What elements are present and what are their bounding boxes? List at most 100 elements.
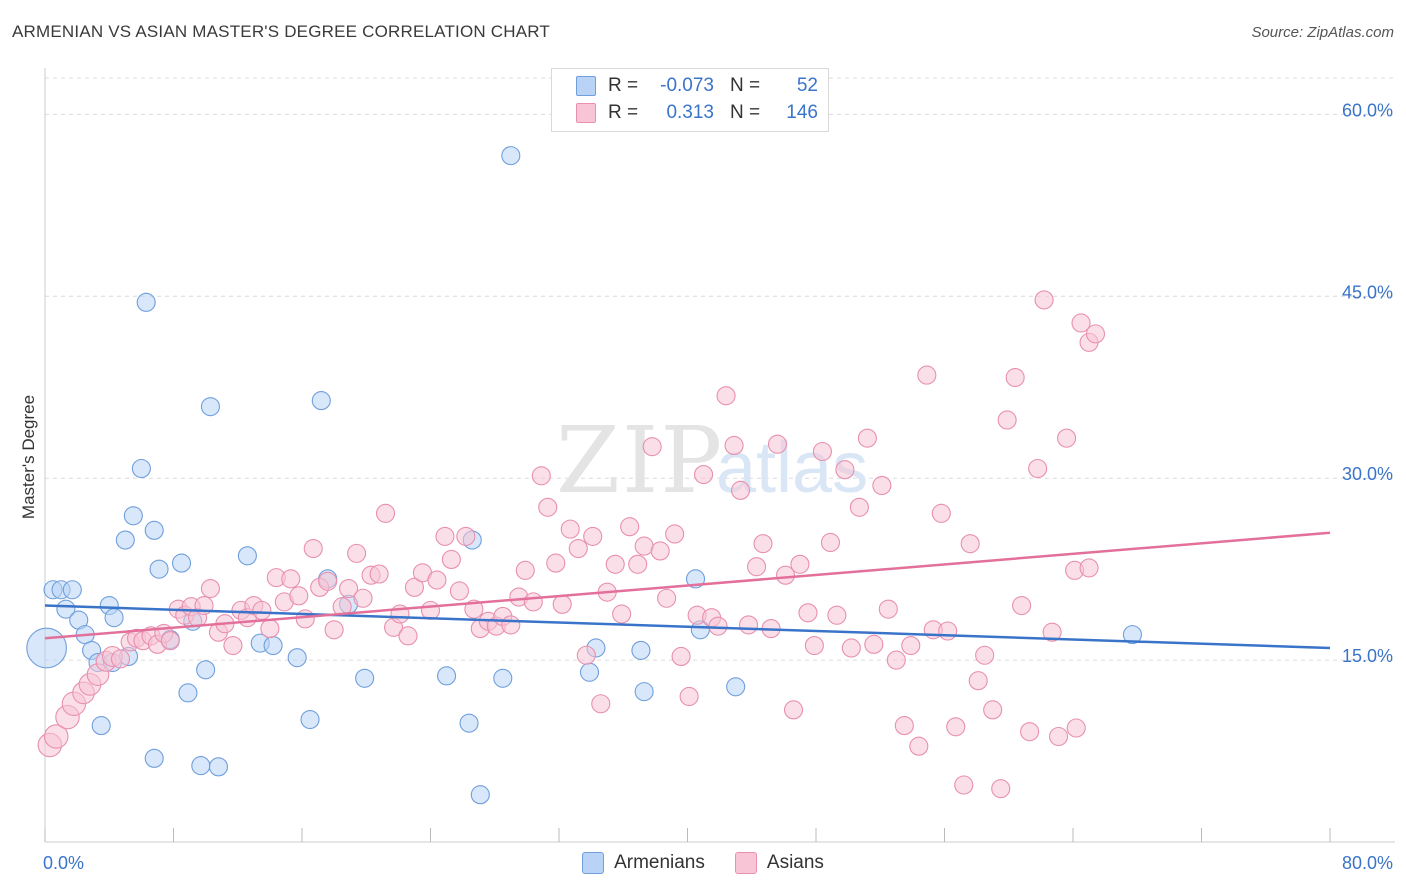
asian-point <box>812 441 832 462</box>
armenian-point <box>91 716 111 736</box>
armenians-trend-line <box>44 604 1331 650</box>
armenian-point <box>144 520 164 540</box>
armenian-point <box>300 709 320 730</box>
asian-point <box>281 569 301 589</box>
asian-point <box>289 586 309 606</box>
asian-point <box>318 571 338 591</box>
asian-point <box>324 620 344 640</box>
asian-point <box>917 365 937 385</box>
source-credit: Source: ZipAtlas.com <box>1251 24 1394 41</box>
armenian-point <box>178 683 198 703</box>
asian-point <box>864 634 884 654</box>
asian-point <box>420 600 441 620</box>
armenians-swatch-icon <box>582 852 605 874</box>
legend-n-value: 146 <box>786 102 818 123</box>
asian-point <box>798 603 818 623</box>
legend-r-value: 0.313 <box>666 102 714 123</box>
asian-point <box>1066 718 1086 738</box>
asian-point <box>560 519 580 539</box>
y-tick-label: 30.0% <box>1342 464 1393 484</box>
legend-label-armenians: Armenians <box>614 852 705 873</box>
armenian-point <box>171 553 192 573</box>
asian-point <box>730 480 751 500</box>
legend-n-label: N = <box>730 102 761 123</box>
asian-point <box>552 594 572 614</box>
asian-point <box>223 635 243 656</box>
asian-point <box>339 578 359 599</box>
y-tick-label: 15.0% <box>1342 646 1393 666</box>
asian-point <box>642 437 662 457</box>
asian-point <box>1057 428 1077 448</box>
asian-point <box>441 549 461 569</box>
asian-point <box>872 475 892 496</box>
armenian-point <box>144 748 164 768</box>
legend-row-armenians: R = -0.073 N = 52 <box>576 75 818 97</box>
asian-point <box>353 588 373 608</box>
armenian-point <box>501 146 521 166</box>
asian-point <box>628 554 648 574</box>
asian-point <box>753 534 773 554</box>
legend-r-label: R = <box>608 102 639 123</box>
asian-point <box>790 554 810 574</box>
armenian-point <box>631 640 651 660</box>
armenian-point <box>1122 625 1142 645</box>
asian-point <box>1042 622 1062 642</box>
asian-point <box>960 534 980 554</box>
asian-point <box>767 434 788 454</box>
armenian-point <box>208 757 229 777</box>
asian-point <box>804 635 824 656</box>
series-legend: Armenians Asians <box>0 852 1406 874</box>
watermark-zip: ZIP <box>556 407 724 514</box>
armenian-point <box>196 660 216 680</box>
asian-point <box>694 465 714 485</box>
asian-point <box>295 609 315 629</box>
asian-point <box>841 638 861 658</box>
legend-item-asians[interactable]: Asians <box>734 852 824 874</box>
asian-point <box>620 517 640 537</box>
asians-trend-line <box>44 531 1331 640</box>
asian-point <box>1085 324 1106 344</box>
asian-point <box>975 645 995 665</box>
armenian-point <box>437 666 457 686</box>
armenian-point <box>634 682 654 702</box>
asian-point <box>1020 722 1040 742</box>
asian-point <box>1071 313 1091 333</box>
y-tick-label: 60.0% <box>1342 100 1393 120</box>
asian-point <box>968 671 988 691</box>
asians-swatch-icon <box>734 852 757 874</box>
armenian-point <box>149 559 169 579</box>
armenians-swatch-icon <box>576 76 596 96</box>
x-tick-label: 80.0% <box>1342 853 1393 873</box>
asian-point <box>671 646 691 667</box>
asian-point <box>783 700 804 720</box>
armenian-point <box>200 397 220 417</box>
correlation-legend: R = -0.073 N = 52 R = 0.313 N = 146 <box>551 68 829 132</box>
asian-point <box>983 700 1003 720</box>
asian-point <box>849 497 869 517</box>
asian-point <box>835 460 855 480</box>
asian-point <box>515 560 535 580</box>
asian-point <box>954 775 974 795</box>
asian-point <box>650 541 670 561</box>
armenian-point <box>287 648 307 668</box>
asian-point <box>827 605 847 625</box>
armenian-point <box>470 785 490 805</box>
asian-point <box>857 428 877 448</box>
y-tick-label: 45.0% <box>1342 282 1393 302</box>
asian-point <box>901 635 921 656</box>
armenian-point <box>62 580 82 600</box>
armenian-point <box>579 662 600 682</box>
legend-item-armenians[interactable]: Armenians <box>582 852 705 874</box>
chart-title: ARMENIAN VS ASIAN MASTER'S DEGREE CORREL… <box>12 22 551 41</box>
armenian-point <box>726 677 746 697</box>
armenian-point <box>355 668 375 688</box>
armenian-point <box>136 292 156 312</box>
asian-point <box>605 554 625 574</box>
asian-point <box>997 410 1017 430</box>
y-axis-title: Master's Degree <box>19 395 38 519</box>
asian-point <box>1048 726 1069 747</box>
asian-point <box>546 553 566 573</box>
asian-point <box>375 503 396 523</box>
asian-point <box>775 565 796 585</box>
armenian-point <box>311 391 331 411</box>
